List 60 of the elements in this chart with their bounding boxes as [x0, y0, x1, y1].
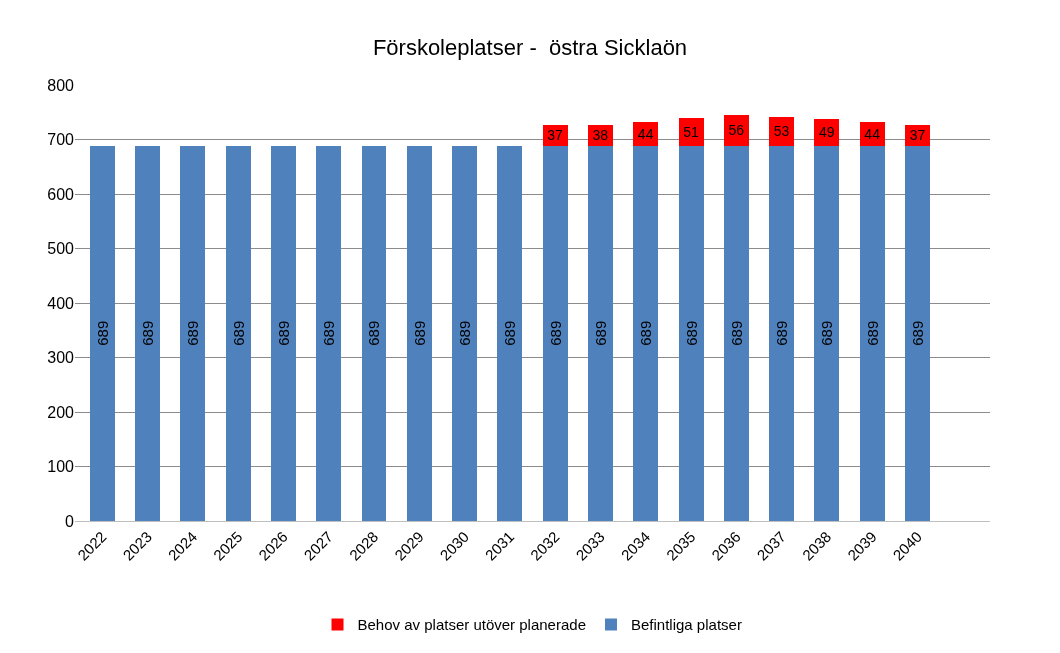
data-label: 689	[727, 320, 745, 346]
data-label: 44	[864, 125, 881, 142]
bar	[859, 145, 885, 521]
data-label: 37	[547, 127, 564, 144]
data-label: 51	[683, 123, 699, 140]
data-label: 53	[773, 123, 790, 140]
y-tick-label: 700	[47, 131, 75, 149]
bar	[361, 145, 387, 521]
data-label: 689	[229, 320, 247, 346]
data-label: 689	[909, 320, 927, 346]
data-label: 689	[320, 320, 338, 346]
bar	[406, 145, 432, 521]
data-label: 689	[365, 320, 383, 346]
data-label: 49	[819, 124, 835, 141]
data-label: 689	[546, 320, 564, 346]
data-label: 689	[456, 320, 474, 346]
bar	[678, 145, 704, 521]
chart-title: Förskoleplatser - östra Sicklaön	[372, 34, 688, 60]
bar	[316, 145, 342, 521]
bar	[270, 145, 296, 521]
bar	[135, 145, 160, 521]
data-label: 689	[591, 320, 609, 346]
y-tick-label: 300	[47, 349, 75, 367]
data-label: 37	[909, 127, 926, 144]
legend-label: Befintliga platser	[630, 616, 742, 634]
y-tick-label: 400	[47, 294, 75, 312]
bar	[225, 145, 251, 521]
y-tick-label: 100	[47, 458, 75, 476]
data-label: 689	[501, 320, 519, 346]
data-label: 38	[592, 127, 609, 144]
data-label: 689	[138, 320, 156, 346]
data-label: 689	[93, 320, 111, 346]
y-tick-label: 500	[47, 240, 75, 258]
data-label: 689	[184, 320, 202, 346]
data-label: 44	[637, 125, 654, 142]
bar	[587, 145, 613, 521]
data-label: 689	[274, 320, 292, 346]
y-tick-label: 800	[47, 76, 75, 94]
bar	[452, 145, 478, 521]
bar	[723, 145, 749, 521]
legend-label: Behov av platser utöver planerade	[357, 616, 586, 634]
bar	[180, 145, 206, 521]
data-label: 689	[863, 320, 881, 346]
bar	[769, 145, 795, 521]
bar	[633, 145, 659, 521]
data-label: 56	[728, 122, 745, 139]
data-label: 689	[637, 320, 655, 346]
bar	[89, 145, 115, 521]
data-label: 689	[818, 320, 836, 346]
y-tick-label: 600	[47, 185, 75, 203]
bar	[678, 117, 704, 146]
bar	[497, 145, 523, 521]
bar	[814, 145, 840, 521]
y-tick-label: 0	[65, 512, 75, 530]
data-label: 689	[410, 320, 428, 346]
bar	[542, 145, 568, 521]
bar	[905, 145, 930, 521]
data-label: 689	[682, 320, 700, 346]
y-tick-label: 200	[47, 403, 75, 421]
data-label: 689	[773, 320, 791, 346]
